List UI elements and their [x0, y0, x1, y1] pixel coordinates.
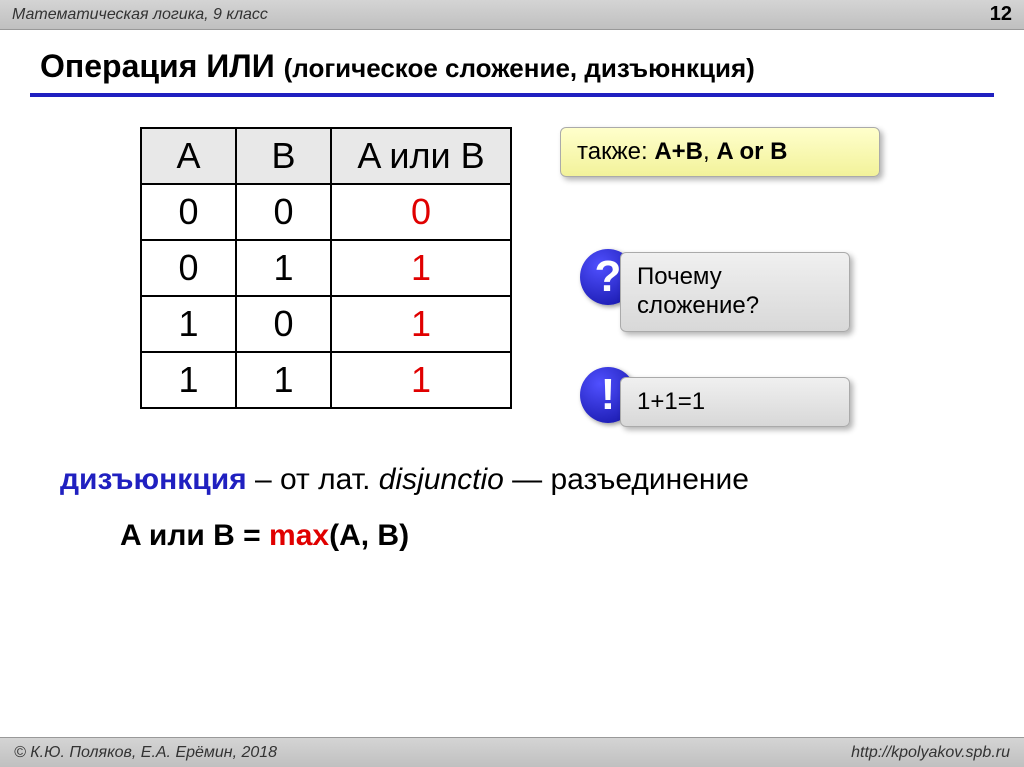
header-title: Математическая логика, 9 класс	[12, 6, 268, 24]
cell-a: 1	[141, 296, 236, 352]
cell-r: 0	[331, 184, 511, 240]
table-row: 1 1 1	[141, 352, 511, 408]
formula-lhs: A или B =	[120, 519, 269, 552]
callout-question: Почему сложение?	[620, 252, 850, 332]
callout-answer: 1+1=1	[620, 377, 850, 427]
footer-url: http://kpolyakov.spb.ru	[851, 744, 1010, 762]
table-row: 0 1 1	[141, 240, 511, 296]
question-mark: ?	[595, 255, 622, 299]
cell-a: 1	[141, 352, 236, 408]
exclamation-mark: !	[601, 373, 616, 417]
page-title: Операция ИЛИ (логическое сложение, дизъю…	[0, 30, 1024, 93]
title-sub: (логическое сложение, дизъюнкция)	[284, 53, 755, 83]
content-area: также: A+B, A or B ? Почему сложение? ! …	[0, 127, 1024, 553]
cell-r: 1	[331, 240, 511, 296]
cell-b: 0	[236, 296, 331, 352]
callout-question-text: Почему сложение?	[637, 263, 759, 319]
callout-answer-text: 1+1=1	[637, 388, 705, 415]
table-row: 0 0 0	[141, 184, 511, 240]
table-header-row: A B A или B	[141, 128, 511, 184]
cell-r: 1	[331, 296, 511, 352]
cell-a: 0	[141, 240, 236, 296]
cell-a: 0	[141, 184, 236, 240]
cell-b: 1	[236, 352, 331, 408]
th-b: B	[236, 128, 331, 184]
th-r: A или B	[331, 128, 511, 184]
footer-bar: © К.Ю. Поляков, Е.А. Ерёмин, 2018 http:/…	[0, 737, 1024, 767]
title-underline	[30, 93, 994, 97]
cell-b: 0	[236, 184, 331, 240]
callout-also-b1: A+B	[654, 138, 703, 165]
definition-mid2: — разъединение	[504, 463, 749, 496]
callout-also-prefix: также:	[577, 138, 654, 165]
callout-also-mid: ,	[703, 138, 716, 165]
table-row: 1 0 1	[141, 296, 511, 352]
definition-line: дизъюнкция – от лат. disjunctio — разъед…	[60, 459, 964, 501]
definition-latin: disjunctio	[379, 463, 504, 496]
definition-term: дизъюнкция	[60, 463, 247, 496]
page-number: 12	[990, 3, 1012, 26]
formula-args: (A, B)	[329, 519, 409, 552]
cell-r: 1	[331, 352, 511, 408]
footer-copyright: © К.Ю. Поляков, Е.А. Ерёмин, 2018	[14, 744, 277, 762]
header-bar: Математическая логика, 9 класс 12	[0, 0, 1024, 30]
th-a: A	[141, 128, 236, 184]
callout-also: также: A+B, A or B	[560, 127, 880, 177]
callout-also-b2: A or B	[716, 138, 787, 165]
cell-b: 1	[236, 240, 331, 296]
truth-table: A B A или B 0 0 0 0 1 1 1 0 1 1 1 1	[140, 127, 512, 409]
title-main: Операция ИЛИ	[40, 48, 275, 84]
definition-mid1: – от лат.	[247, 463, 379, 496]
formula-fn: max	[269, 519, 329, 552]
formula-line: A или B = max(A, B)	[120, 519, 964, 553]
